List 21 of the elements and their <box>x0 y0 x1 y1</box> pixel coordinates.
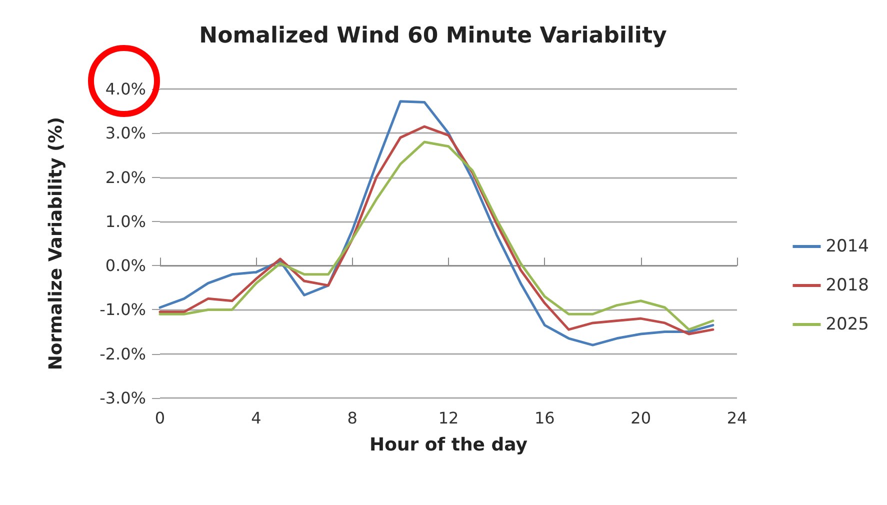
legend-label: 2014 <box>826 236 869 256</box>
y-tick-label: 2.0% <box>105 168 146 187</box>
y-tick-label: -3.0% <box>100 388 146 408</box>
x-tick-label: 20 <box>630 408 652 428</box>
x-tick-label: 16 <box>534 408 555 428</box>
y-axis-title: Normalize Variability (%) <box>46 116 66 370</box>
x-tick-label: 24 <box>726 408 748 428</box>
x-tick-label: 8 <box>347 408 358 428</box>
x-tick-label: 0 <box>154 408 166 428</box>
y-tick-label: 4.0% <box>105 80 146 98</box>
x-tick-label: 12 <box>438 408 459 428</box>
legend-label: 2018 <box>826 276 869 296</box>
y-tick-label: 0.0% <box>105 256 146 276</box>
y-tick-label: -2.0% <box>100 344 146 364</box>
y-tick-label: -1.0% <box>100 300 146 320</box>
x-axis-title: Hour of the day <box>370 434 528 456</box>
chart-title: Nomalized Wind 60 Minute Variability <box>199 24 667 48</box>
legend-label: 2025 <box>826 314 869 334</box>
x-tick-label: 4 <box>251 408 262 428</box>
y-tick-label: 1.0% <box>105 212 146 231</box>
y-tick-label: 3.0% <box>105 124 146 143</box>
